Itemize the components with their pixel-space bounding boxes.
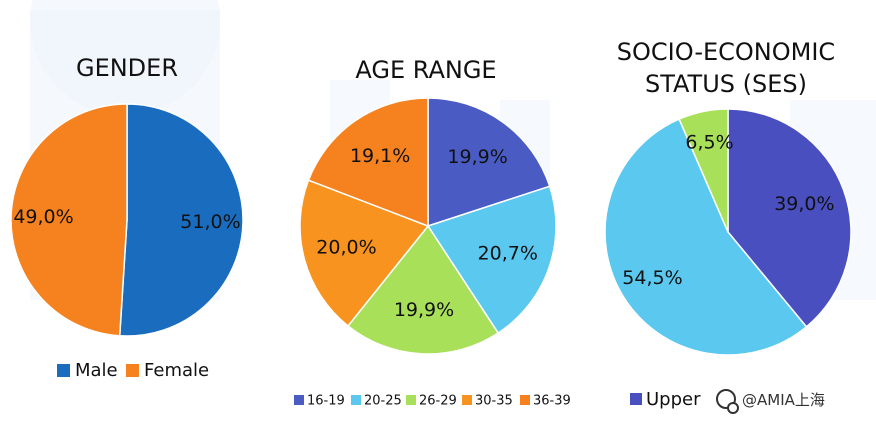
legend-label-26-29: 26-29	[419, 394, 457, 409]
legend-label-16-19: 16-19	[307, 394, 345, 409]
legend-label-20-25: 20-25	[364, 394, 402, 409]
pie-slice-1-30-35	[299, 179, 430, 327]
legend-swatch-upper	[630, 393, 642, 405]
legend-swatch-20-25	[351, 395, 361, 405]
wechat-icon	[716, 389, 739, 414]
age-range-chart: AGE RANGE 19,9% 20,7% 19,9% 20,0% 19,1% 16-1…	[294, 56, 571, 409]
pie-slice-0-female	[10, 103, 128, 337]
ses-title-line-2: STATUS (SES)	[645, 70, 807, 98]
age-range-pie: 19,9% 20,7% 19,9% 20,0% 19,1%	[299, 97, 557, 355]
gender-pie: 51,0% 49,0%	[10, 103, 244, 337]
data-label-0-female: 49,0%	[13, 206, 73, 228]
legend-label-female: Female	[144, 360, 209, 381]
pie-slice-1-20-25	[426, 185, 557, 335]
pie-slice-1-16-19	[427, 97, 551, 228]
data-label-1-20-25: 20,7%	[478, 242, 538, 264]
legend-swatch-30-35	[462, 395, 472, 405]
ses-chart: SOCIO-ECONOMIC STATUS (SES) 39,0% 54,5% 6,…	[604, 38, 852, 410]
pie-slice-2-middle	[604, 118, 808, 356]
watermark-text: @AMIA上海	[742, 390, 825, 409]
legend-label-36-39: 36-39	[533, 394, 571, 409]
gender-legend: Male Female	[57, 360, 209, 381]
legend-swatch-26-29	[406, 395, 416, 405]
data-label-2-upper: 39,0%	[774, 193, 834, 215]
gender-chart: GENDER 51,0% 49,0% Male Female	[10, 54, 244, 381]
ses-title-line-1: SOCIO-ECONOMIC	[617, 38, 835, 66]
legend-swatch-36-39	[520, 395, 530, 405]
legend-swatch-16-19	[294, 395, 304, 405]
pie-slice-1-26-29	[346, 224, 500, 355]
data-label-0-male: 51,0%	[180, 211, 240, 233]
legend-swatch-female	[126, 364, 139, 377]
legend-swatch-male	[57, 364, 70, 377]
legend-label-upper: Upper	[646, 389, 701, 410]
age-range-legend: 16-19 20-25 26-29 30-35 36-39	[294, 394, 571, 409]
gender-title: GENDER	[76, 54, 178, 82]
wechat-watermark: @AMIA上海	[712, 386, 829, 414]
data-label-1-36-39: 19,1%	[350, 145, 410, 167]
data-label-1-30-35: 20,0%	[316, 237, 376, 259]
pie-slice-2-lower	[678, 108, 729, 233]
data-label-1-26-29: 19,9%	[394, 299, 454, 321]
ses-legend: Upper	[630, 389, 701, 410]
pie-slice-2-upper	[727, 108, 852, 328]
data-label-2-lower: 6,5%	[685, 131, 733, 153]
data-label-1-16-19: 19,9%	[447, 146, 507, 168]
legend-label-male: Male	[75, 360, 118, 381]
pie-slice-1-36-39	[307, 97, 429, 228]
age-range-title: AGE RANGE	[355, 56, 496, 84]
pie-slice-0-male	[118, 103, 244, 337]
ses-pie: 39,0% 54,5% 6,5%	[604, 108, 852, 356]
legend-label-30-35: 30-35	[475, 394, 513, 409]
data-label-2-middle: 54,5%	[622, 267, 682, 289]
